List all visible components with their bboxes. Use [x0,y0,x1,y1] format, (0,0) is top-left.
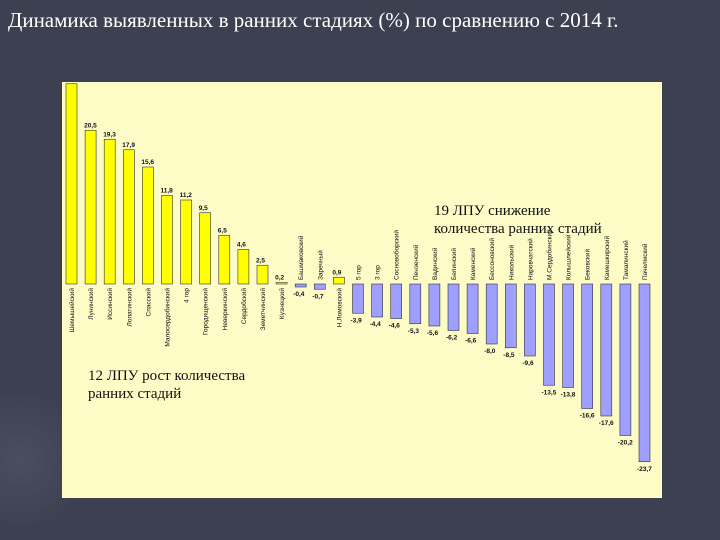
bar-10 [237,249,250,285]
value-label: -20,2 [618,440,633,447]
bar-8 [199,212,211,285]
category-label: Бековский [584,248,592,280]
value-label: 26,7 [65,82,78,83]
bar-22 [466,283,479,334]
bar-25 [524,283,536,357]
bar-12 [275,282,288,285]
category-label: Городищенский [202,288,210,335]
category-label: Лунинский [87,288,95,320]
category-label: М.Сердобинский [546,229,554,280]
category-label: Каменский [469,247,477,280]
bar-chart: 26,7 Шемышейский 20,5 Лунинский 19,3 Иссински… [65,82,652,473]
bar-2 [84,129,97,285]
bar-24 [504,283,517,349]
category-label: Пензенский [412,244,420,280]
value-label: 2,5 [256,257,265,264]
bar-15 [333,276,345,285]
category-label: Лопатинский [125,288,133,327]
value-label: 20,5 [84,122,97,129]
slide-corner-decoration [0,310,70,540]
bar-3 [103,138,116,285]
category-label: Заречный [316,250,324,280]
category-label: Белинский [450,248,458,280]
category-label: Бессоновский [488,238,496,280]
category-label: Пачелмский [641,243,649,280]
bar-17 [371,283,383,318]
category-label: Иссинский [106,288,114,320]
value-label: -23,7 [637,466,652,473]
bar-1 [65,83,78,285]
value-label: -13,5 [542,389,557,396]
value-label: 4,6 [237,242,246,249]
value-label: -3,9 [351,317,363,324]
category-label: 3 гор [375,265,382,280]
bar-20 [428,283,441,327]
bar-29 [600,283,613,417]
bar-31 [638,283,651,463]
category-label: Вадинский [431,247,439,280]
value-label: -6,2 [446,335,458,342]
value-label: 19,3 [103,131,116,138]
bar-30 [619,283,632,436]
value-label: 15,6 [141,159,154,166]
value-label: 11,2 [180,192,193,199]
bar-21 [447,283,460,331]
value-label: 9,5 [199,205,208,212]
value-label: 0,2 [275,275,284,282]
value-label: -8,0 [484,348,496,355]
bar-6 [161,195,173,285]
category-label: Колышлейский [565,234,573,280]
bar-18 [390,283,403,319]
value-label: -5,3 [408,328,420,335]
bar-19 [409,283,422,325]
category-label: Тамалинский [622,240,630,280]
category-label: 5 гор [356,265,363,280]
category-label: Земетчинский [259,288,267,331]
category-label: Камешкирский [603,235,611,280]
bar-23 [485,283,498,345]
bar-16 [352,283,364,314]
bar-26 [543,283,555,386]
bar-11 [256,264,269,285]
decline-annotation: 19 ЛПУ снижение количества ранних стадий [434,203,602,237]
bar-4 [122,149,135,285]
value-label: 11,8 [161,188,174,195]
chart-panel: 26,7 Шемышейский 20,5 Лунинский 19,3 Иссински… [62,82,662,498]
slide-title: Динамика выявленных в ранних стадиях (%)… [8,8,619,32]
category-label: Н.Ломовский [335,288,343,328]
value-label: -0,7 [312,293,324,300]
category-label: Шемышейский [68,288,76,333]
category-label: 4 гор [184,288,191,303]
value-label: -5,6 [427,330,439,337]
category-label: Наровчатский [526,238,534,280]
category-label: Башмаковский [297,235,305,280]
category-label: Спасский [144,288,152,317]
category-label: Никольский [507,244,515,280]
value-label: -4,4 [370,321,382,328]
bar-9 [218,234,231,285]
category-label: Сердобский [240,288,248,325]
value-label: 17,9 [122,142,135,149]
bar-5 [142,166,154,285]
value-label: -4,6 [389,323,401,330]
value-label: -9,6 [522,360,534,367]
value-label: -13,8 [561,392,576,399]
category-label: Кузнецкий [278,288,286,319]
value-label: -16,6 [580,413,595,420]
value-label: 0,9 [332,269,341,276]
category-label: Малосердобинский [164,288,172,347]
value-label: -0,4 [293,291,305,298]
category-label: Сосновоборский [393,230,401,280]
growth-annotation: 12 ЛПУ рост количества ранних стадий [88,368,246,402]
bar-28 [581,283,594,409]
bar-14 [314,283,326,290]
bar-7 [180,199,192,285]
value-label: 6,5 [218,227,227,234]
bar-27 [562,283,574,388]
value-label: -17,6 [599,420,614,427]
bar-13 [294,283,307,288]
value-label: -6,6 [465,338,477,345]
value-label: -8,5 [503,352,515,359]
category-label: Неверкинский [221,288,229,331]
